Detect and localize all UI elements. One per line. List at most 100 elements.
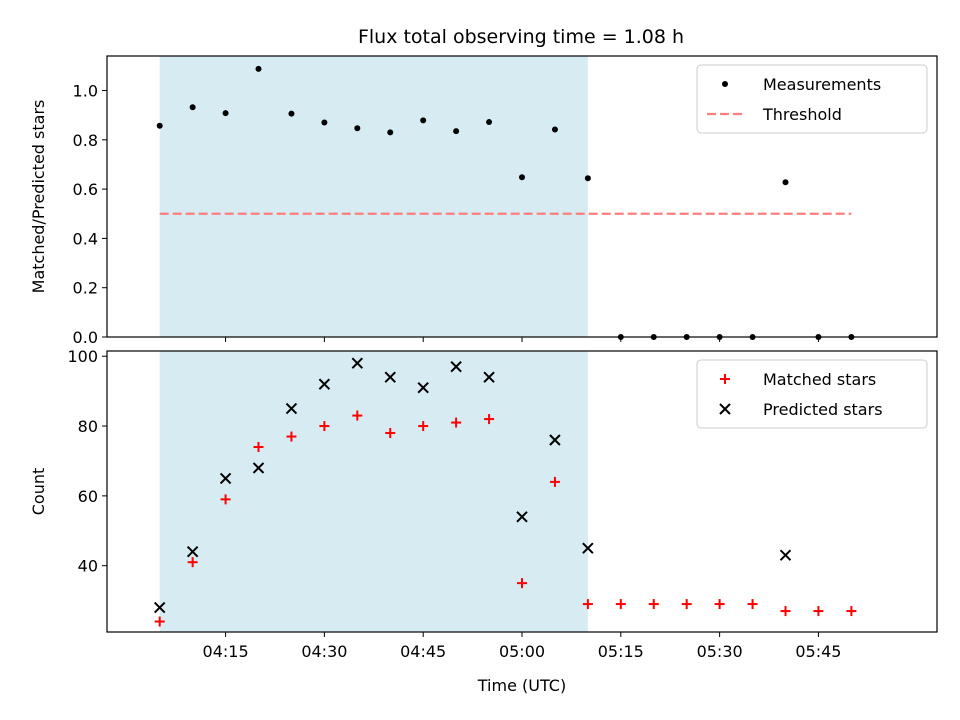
matched-star-point	[319, 421, 330, 432]
matched-star-point	[517, 578, 527, 589]
x-b	[351, 357, 364, 369]
x-b	[450, 361, 462, 373]
measurement-point	[584, 175, 591, 182]
matched-star-point	[187, 557, 198, 568]
matched-star-point	[714, 599, 725, 610]
x-b	[483, 371, 495, 383]
matched-star-point	[615, 599, 626, 610]
legend-label: Threshold	[762, 105, 842, 124]
predicted-star-point	[285, 402, 298, 415]
y-axis-label: Matched/Predicted stars	[29, 100, 48, 294]
matched-star-point	[846, 606, 857, 617]
legend-label: Predicted stars	[763, 400, 883, 419]
predicted-star-point	[779, 549, 792, 561]
measurement-point	[551, 126, 558, 133]
legend-label: Measurements	[763, 75, 881, 94]
y-tick-label: 80	[78, 417, 98, 436]
matched-star-point	[418, 421, 429, 432]
x-tick-label: 04:15	[203, 642, 249, 661]
matched-star-point	[582, 599, 593, 610]
matched-star-point	[813, 606, 824, 617]
series-measurements	[156, 65, 855, 340]
series-matched-stars	[154, 410, 857, 627]
x-tick-label: 05:15	[598, 642, 644, 661]
matched-star-point	[549, 476, 560, 487]
x-b	[285, 402, 298, 415]
measurement-point	[288, 110, 295, 117]
legend-box	[696, 64, 928, 134]
y-tick-label: 0.2	[73, 279, 98, 298]
predicted-star-point	[582, 542, 594, 554]
predicted-star-point	[450, 361, 462, 373]
matched-star-point	[747, 599, 758, 610]
predicted-star-point	[351, 357, 364, 369]
y-tick-label: 0.6	[73, 180, 98, 199]
y-tick-label: 0.4	[73, 229, 98, 248]
axes-frame	[106, 350, 938, 633]
y-tick-label: 0.0	[73, 328, 98, 347]
legend: Measurements Threshold	[696, 64, 928, 134]
matched-star-point	[780, 606, 791, 617]
x-b	[417, 381, 429, 394]
measurement-point	[354, 125, 361, 132]
matched-star-point	[451, 417, 462, 428]
matched-star-point	[385, 428, 396, 439]
measurement-point	[420, 117, 427, 124]
matched-star-point	[681, 599, 692, 610]
matched-star-point	[648, 599, 659, 610]
predicted-star-point	[516, 511, 528, 523]
top-panel: 0.0 0.2 0.4 0.6 0.8 1.0 Matched/Predicted star…	[29, 55, 938, 347]
measurement-point	[486, 119, 493, 126]
x-b	[186, 546, 199, 558]
x-b	[516, 511, 528, 523]
x-tick-label: 05:00	[499, 642, 545, 661]
axes-frame	[106, 55, 938, 338]
measurement-point	[782, 179, 789, 186]
x-b	[219, 472, 232, 485]
measurement-point	[321, 119, 328, 126]
x-b	[582, 542, 594, 554]
y-tick-label: 1.0	[73, 82, 98, 101]
matched-star-point	[352, 410, 363, 421]
legend: Matched stars Predicted stars	[696, 359, 928, 429]
x-tick-label: 05:45	[795, 642, 841, 661]
predicted-star-point	[318, 378, 331, 390]
measurement-point	[453, 128, 460, 135]
measurement-point	[156, 122, 163, 129]
y-tick-label: 40	[78, 557, 98, 576]
chart-title: Flux total observing time = 1.08 h	[358, 26, 684, 48]
predicted-star-point	[186, 546, 199, 558]
y-tick-label: 100	[67, 347, 98, 366]
measurement-point	[222, 110, 229, 117]
x-b	[779, 549, 792, 561]
series-predicted-stars	[153, 357, 792, 614]
matched-star-point	[220, 494, 231, 505]
legend-x-b	[719, 403, 731, 415]
x-tick-label: 05:30	[697, 642, 743, 661]
observing-interval-shade	[159, 351, 588, 632]
x-b	[549, 434, 561, 446]
x-b	[153, 601, 166, 614]
predicted-star-point	[483, 371, 495, 383]
x-b	[252, 462, 265, 474]
matched-star-point	[154, 616, 165, 627]
measurement-point	[189, 104, 196, 111]
matched-star-point	[286, 431, 297, 442]
legend-label: Matched stars	[763, 370, 876, 389]
legend-box	[696, 359, 928, 429]
y-tick-label: 60	[78, 487, 98, 506]
predicted-star-point	[252, 462, 265, 474]
bottom-panel: 40 60 80 100 04:15 04:30 04:45 05:00 05:15 05:30 0…	[29, 347, 938, 695]
measurement-point	[387, 129, 394, 136]
x-tick-label: 04:45	[400, 642, 446, 661]
predicted-star-point	[219, 472, 232, 485]
measurement-point	[255, 65, 262, 72]
x-b	[318, 378, 331, 390]
y-axis-label: Count	[29, 468, 48, 516]
predicted-star-point	[549, 434, 561, 446]
predicted-star-point	[153, 601, 166, 614]
measurement-point	[519, 174, 525, 181]
observing-interval-shade	[159, 56, 588, 337]
x-tick-label: 04:30	[301, 642, 347, 661]
